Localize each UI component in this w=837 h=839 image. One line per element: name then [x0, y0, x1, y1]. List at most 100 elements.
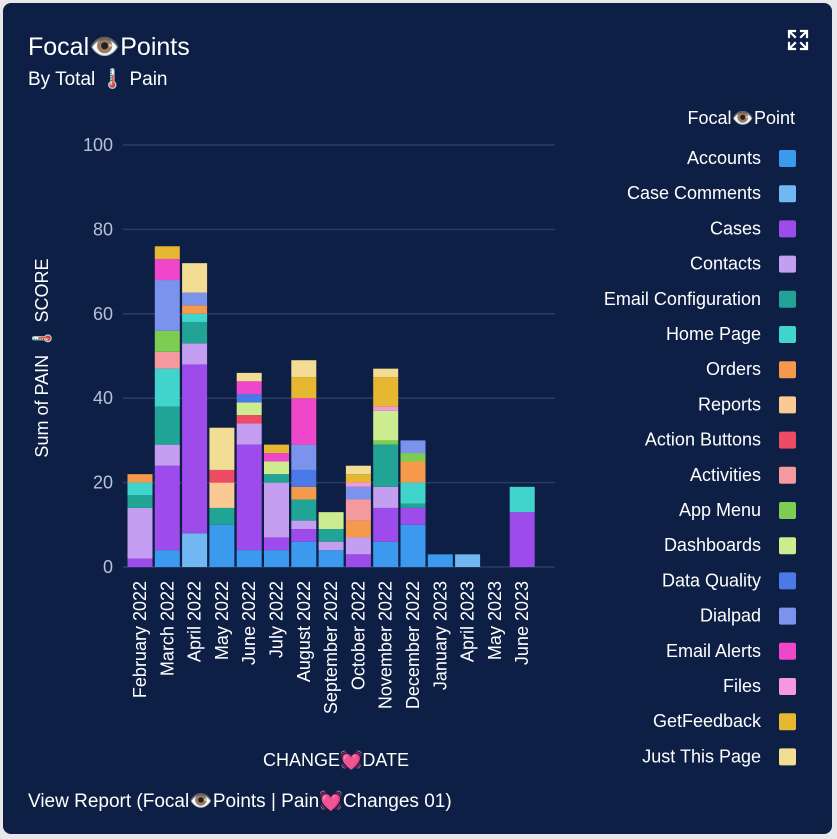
bar-segment[interactable]: [264, 474, 289, 483]
bar-segment[interactable]: [154, 246, 180, 259]
bar-segment[interactable]: [455, 554, 481, 567]
bar-segment[interactable]: [154, 280, 180, 331]
bar-segment[interactable]: [318, 541, 344, 551]
bar-segment[interactable]: [345, 537, 371, 555]
bar-segment[interactable]: [209, 507, 235, 525]
bar-segment[interactable]: [209, 427, 235, 470]
legend-item[interactable]: Just This Page: [642, 746, 796, 766]
bar-segment[interactable]: [236, 550, 262, 567]
bar-segment[interactable]: [345, 554, 371, 567]
bar-segment[interactable]: [236, 402, 262, 416]
bar-segment[interactable]: [127, 507, 153, 559]
legend-item[interactable]: Action Buttons: [645, 430, 796, 450]
view-report-link[interactable]: View Report (Focal👁️Points | Pain💓Change…: [28, 791, 452, 812]
bar-segment[interactable]: [373, 444, 399, 487]
bar-segment[interactable]: [182, 305, 208, 314]
bar-segment[interactable]: [373, 368, 399, 378]
bar-segment[interactable]: [291, 529, 317, 542]
bar-segment[interactable]: [209, 469, 235, 483]
bar-segment[interactable]: [345, 499, 371, 521]
bar-segment[interactable]: [154, 444, 180, 466]
legend-item[interactable]: Dashboards: [664, 535, 796, 555]
legend-item[interactable]: Orders: [706, 359, 796, 379]
bar-segment[interactable]: [345, 482, 371, 487]
bar-segment[interactable]: [345, 486, 371, 500]
bar-segment[interactable]: [182, 343, 208, 365]
bar-segment[interactable]: [345, 520, 371, 538]
bar-segment[interactable]: [509, 486, 535, 513]
bar-segment[interactable]: [373, 406, 399, 411]
legend-item[interactable]: Reports: [698, 394, 796, 414]
bar-segment[interactable]: [291, 541, 317, 567]
bar-segment[interactable]: [318, 512, 344, 530]
bar-segment[interactable]: [373, 440, 399, 445]
legend-item[interactable]: Accounts: [687, 148, 796, 168]
bar-segment[interactable]: [509, 512, 535, 567]
legend-item[interactable]: Dialpad: [700, 606, 796, 626]
bar-segment[interactable]: [264, 461, 289, 475]
bar-segment[interactable]: [318, 529, 344, 542]
bar-segment[interactable]: [264, 537, 289, 551]
bar-segment[interactable]: [400, 503, 426, 508]
bar-segment[interactable]: [236, 381, 262, 394]
bar-segment[interactable]: [291, 444, 317, 470]
bar-segment[interactable]: [373, 486, 399, 508]
bar-segment[interactable]: [236, 415, 262, 424]
bar-segment[interactable]: [291, 486, 317, 500]
legend-item[interactable]: Contacts: [690, 254, 796, 274]
bar-segment[interactable]: [345, 465, 371, 475]
bar-segment[interactable]: [236, 393, 262, 403]
legend-item[interactable]: Files: [723, 676, 796, 696]
bar-segment[interactable]: [182, 263, 208, 293]
bar-segment[interactable]: [154, 550, 180, 567]
bar-segment[interactable]: [400, 524, 426, 567]
bar-segment[interactable]: [345, 474, 371, 483]
legend-item[interactable]: Email Configuration: [604, 289, 796, 309]
bar-segment[interactable]: [400, 461, 426, 483]
bar-segment[interactable]: [264, 453, 289, 462]
bar-segment[interactable]: [236, 372, 262, 382]
bar-segment[interactable]: [127, 482, 153, 496]
bar-segment[interactable]: [209, 524, 235, 567]
legend-item[interactable]: Cases: [710, 218, 796, 238]
bar-segment[interactable]: [400, 453, 426, 462]
bar-segment[interactable]: [127, 474, 153, 483]
bar-segment[interactable]: [291, 499, 317, 521]
bar-segment[interactable]: [291, 377, 317, 399]
bar-segment[interactable]: [291, 360, 317, 378]
bar-segment[interactable]: [400, 507, 426, 525]
bar-segment[interactable]: [373, 541, 399, 567]
bar-segment[interactable]: [182, 533, 208, 567]
bar-segment[interactable]: [154, 258, 180, 281]
legend-item[interactable]: Email Alerts: [666, 641, 796, 661]
bar-segment[interactable]: [127, 495, 153, 508]
bar-segment[interactable]: [400, 440, 426, 454]
legend-item[interactable]: Data Quality: [662, 570, 796, 590]
bar-segment[interactable]: [264, 550, 289, 567]
bar-segment[interactable]: [182, 292, 208, 306]
legend-item[interactable]: App Menu: [679, 500, 796, 520]
bar-segment[interactable]: [291, 520, 317, 530]
expand-icon[interactable]: [787, 29, 809, 51]
bar-segment[interactable]: [400, 482, 426, 504]
legend-item[interactable]: Case Comments: [627, 183, 796, 203]
bar-segment[interactable]: [182, 322, 208, 344]
bar-segment[interactable]: [264, 444, 289, 454]
bar-segment[interactable]: [373, 377, 399, 407]
bar-segment[interactable]: [127, 558, 153, 567]
bar-segment[interactable]: [236, 423, 262, 445]
bar-segment[interactable]: [291, 469, 317, 487]
bar-segment[interactable]: [236, 444, 262, 551]
bar-segment[interactable]: [264, 482, 289, 538]
bar-segment[interactable]: [209, 482, 235, 508]
bar-segment[interactable]: [154, 465, 180, 551]
bar-segment[interactable]: [154, 406, 180, 445]
bar-segment[interactable]: [154, 368, 180, 407]
bar-segment[interactable]: [154, 351, 180, 369]
bar-segment[interactable]: [182, 364, 208, 534]
legend-item[interactable]: Home Page: [666, 324, 796, 344]
legend-item[interactable]: GetFeedback: [653, 711, 796, 731]
legend-item[interactable]: Activities: [690, 465, 796, 485]
bar-segment[interactable]: [373, 507, 399, 542]
bar-segment[interactable]: [154, 330, 180, 352]
